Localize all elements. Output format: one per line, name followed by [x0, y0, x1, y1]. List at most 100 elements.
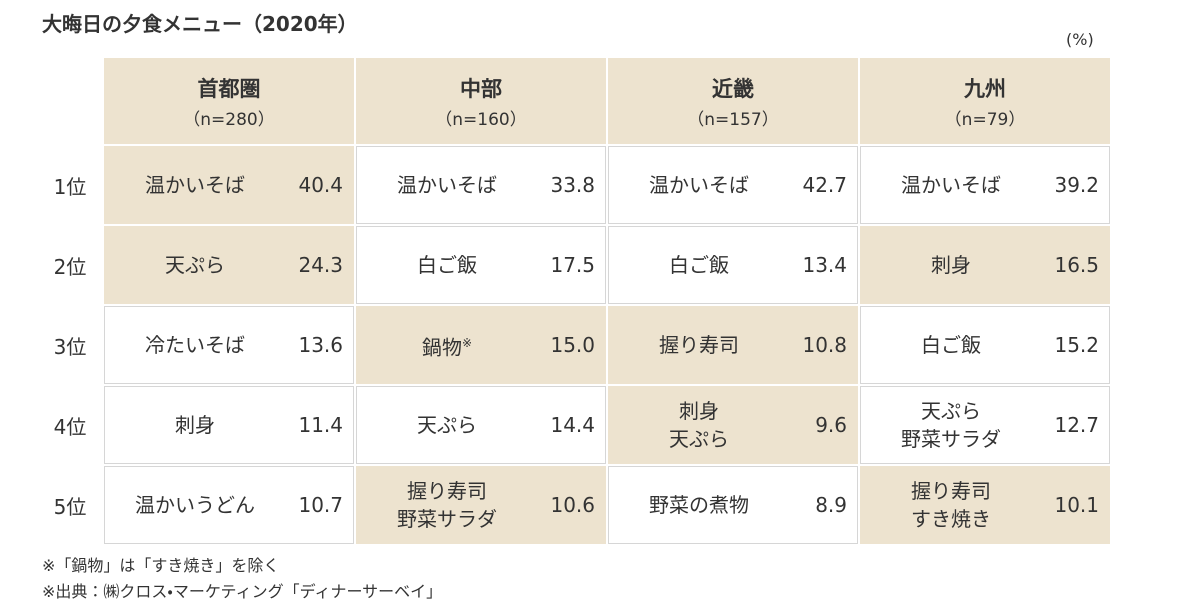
title: 大晦日の夕食メニュー（2020年）	[42, 12, 358, 36]
items: 野菜の煮物	[609, 467, 789, 543]
cell: 天ぷら 14.4	[356, 386, 606, 464]
item-text: 握り寿司	[659, 333, 739, 357]
cell: 天ぷら 24.3	[104, 226, 354, 304]
cell: 白ご飯 13.4	[608, 226, 858, 304]
item-text: 冷たいそば	[145, 333, 245, 357]
item: 冷たいそば	[145, 331, 245, 359]
items: 温かいそば	[357, 147, 537, 223]
column-header: 九州 （n=79）	[860, 58, 1110, 144]
item: 温かいうどん	[135, 491, 255, 519]
item: 握り寿司	[911, 477, 991, 505]
item: 刺身	[175, 411, 215, 439]
item: 天ぷら	[165, 251, 225, 279]
value: 8.9	[815, 493, 847, 517]
item-text: 刺身	[679, 399, 719, 423]
value: 33.8	[550, 173, 595, 197]
item-text: 温かいそば	[397, 173, 497, 197]
items: 白ご飯	[861, 307, 1041, 383]
item-text: 刺身	[175, 413, 215, 437]
value: 12.7	[1054, 413, 1099, 437]
item-text: 温かいうどん	[135, 493, 255, 517]
items: 温かいうどん	[105, 467, 285, 543]
cell: 刺身 天ぷら 9.6	[608, 386, 858, 464]
cell: 刺身 11.4	[104, 386, 354, 464]
value: 14.4	[550, 413, 595, 437]
items: 刺身	[861, 227, 1041, 303]
item: 野菜サラダ	[901, 425, 1001, 453]
item-text: 白ご飯	[669, 253, 729, 277]
cell: 刺身 16.5	[860, 226, 1110, 304]
item-text: 白ご飯	[417, 253, 477, 277]
footnote: ※「鍋物」は「すき焼き」を除く	[42, 556, 280, 575]
item: 温かいそば	[397, 171, 497, 199]
item-text: 握り寿司	[407, 479, 487, 503]
cell: 鍋物※ 15.0	[356, 306, 606, 384]
item: 野菜の煮物	[649, 491, 749, 519]
item-text: すき焼き	[911, 507, 991, 531]
value: 13.6	[298, 333, 343, 357]
item-text: 野菜サラダ	[397, 507, 497, 531]
items: 握り寿司 野菜サラダ	[357, 467, 537, 543]
items: 天ぷら	[105, 227, 285, 303]
items: 冷たいそば	[105, 307, 285, 383]
item-text: 天ぷら	[669, 427, 729, 451]
item-text: 野菜サラダ	[901, 427, 1001, 451]
item: 白ご飯	[669, 251, 729, 279]
value: 10.7	[298, 493, 343, 517]
cell: 握り寿司すき焼き 10.1	[860, 466, 1110, 544]
rank: 5位	[53, 494, 87, 519]
value: 10.6	[550, 493, 595, 517]
cell: 温かいそば 40.4	[104, 146, 354, 224]
cell: 握り寿司野菜サラダ 10.6	[356, 466, 606, 544]
rank: 1位	[53, 174, 87, 199]
value: 16.5	[1054, 253, 1099, 277]
item-text: 温かいそば	[901, 173, 1001, 197]
item-text: 刺身	[931, 253, 971, 277]
region-name: 九州	[964, 76, 1006, 101]
item: 刺身	[679, 397, 719, 425]
item: 野菜サラダ	[397, 505, 497, 533]
items: 握り寿司 すき焼き	[861, 467, 1041, 543]
cell: 温かいそば 33.8	[356, 146, 606, 224]
item-text: 温かいそば	[649, 173, 749, 197]
rank: 3位	[53, 334, 87, 359]
note-mark: ※	[461, 335, 473, 350]
value: 39.2	[1054, 173, 1099, 197]
items: 鍋物※	[357, 307, 537, 383]
item: 白ご飯	[417, 251, 477, 279]
value: 42.7	[802, 173, 847, 197]
item-text: 温かいそば	[145, 173, 245, 197]
items: 白ご飯	[357, 227, 537, 303]
cell: 白ご飯 17.5	[356, 226, 606, 304]
footnote: ※出典：㈱クロス・マーケティング「ディナーサーベイ」	[42, 582, 443, 601]
item-text: 天ぷら	[921, 399, 981, 423]
value: 17.5	[550, 253, 595, 277]
region-name: 首都圏	[197, 76, 261, 101]
cell: 握り寿司 10.8	[608, 306, 858, 384]
sample-size: （n=280）	[183, 109, 275, 130]
items: 握り寿司	[609, 307, 789, 383]
cell: 野菜の煮物 8.9	[608, 466, 858, 544]
sample-size: （n=157）	[687, 109, 779, 130]
rank: 4位	[53, 414, 87, 439]
item: 握り寿司	[407, 477, 487, 505]
column-header: 首都圏 （n=280）	[104, 58, 354, 144]
value: 11.4	[298, 413, 343, 437]
item: 天ぷら	[417, 411, 477, 439]
item-text: 野菜の煮物	[649, 493, 749, 517]
item: 鍋物※	[422, 329, 472, 362]
item: 刺身	[931, 251, 971, 279]
value: 13.4	[802, 253, 847, 277]
cell: 温かいそば 39.2	[860, 146, 1110, 224]
column-header: 近畿 （n=157）	[608, 58, 858, 144]
item-text: 握り寿司	[911, 479, 991, 503]
region-name: 中部	[460, 76, 502, 101]
item: 温かいそば	[145, 171, 245, 199]
item-text: 天ぷら	[165, 253, 225, 277]
value: 10.1	[1054, 493, 1099, 517]
item: すき焼き	[911, 505, 991, 533]
sample-size: （n=79）	[944, 109, 1026, 130]
unit: (%)	[1066, 30, 1094, 49]
item: 温かいそば	[649, 171, 749, 199]
